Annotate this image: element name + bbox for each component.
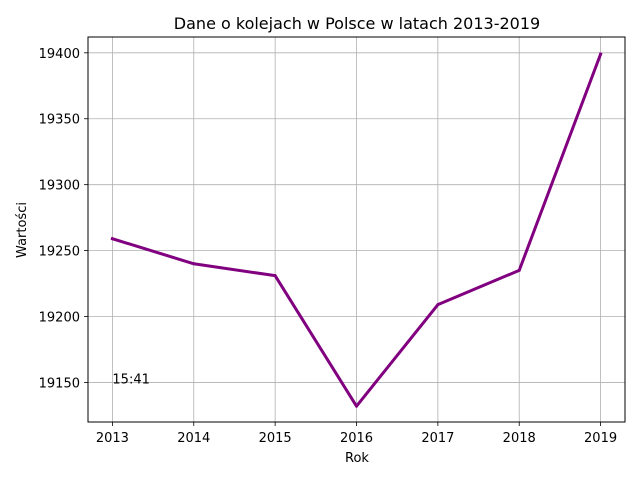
x-tick-label: 2013	[96, 431, 129, 446]
y-axis-label: Wartości	[15, 202, 30, 258]
grid-lines	[88, 37, 625, 422]
data-point	[599, 52, 603, 56]
y-tick-label: 19150	[39, 376, 80, 391]
tick-labels: 2013 2014 2015 2016 2017 2018 2019 19150 19200 19…	[39, 47, 617, 446]
data-point	[273, 274, 277, 278]
x-tick-label: 2017	[421, 431, 454, 446]
data-point	[436, 303, 440, 307]
series-layer	[110, 52, 603, 408]
data-point	[355, 404, 358, 408]
x-tick-label: 2016	[340, 431, 373, 446]
data-point	[110, 237, 114, 241]
data-point	[192, 262, 196, 266]
y-tick-label: 19400	[39, 47, 80, 62]
y-tick-label: 19350	[39, 113, 80, 128]
chart-title: Dane o kolejach w Polsce w latach 2013-2…	[174, 14, 540, 33]
tick-marks	[84, 52, 601, 426]
x-axis-label: Rok	[345, 451, 369, 466]
y-tick-label: 19300	[39, 179, 80, 194]
y-tick-label: 19250	[39, 245, 80, 260]
x-tick-label: 2014	[177, 431, 210, 446]
x-tick-label: 2018	[503, 431, 536, 446]
x-tick-label: 2019	[584, 431, 617, 446]
y-tick-label: 19200	[39, 311, 80, 326]
data-point	[517, 268, 521, 272]
time-annotation: 15:41	[112, 372, 149, 387]
x-tick-label: 2015	[259, 431, 292, 446]
